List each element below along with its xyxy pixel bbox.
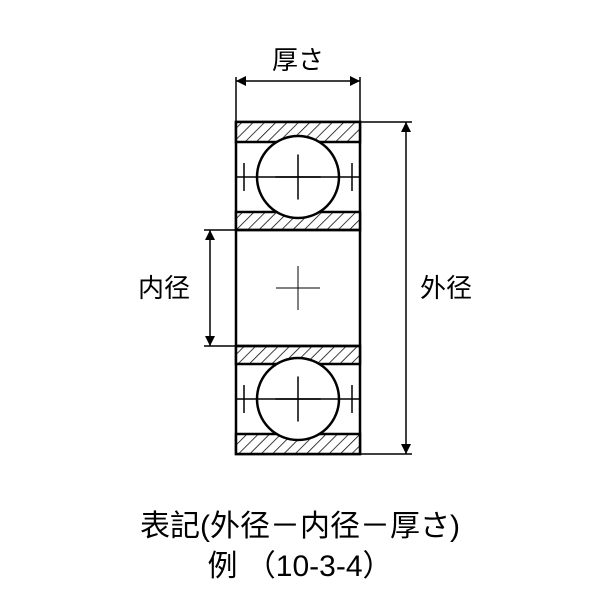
bearing-diagram: 厚さ外径 内径: [0, 13, 600, 503]
bearing-cross-section: 厚さ外径 内径: [0, 13, 600, 503]
svg-text:内径: 内径: [138, 273, 190, 303]
caption-line1: 表記(外径－内径－厚さ): [140, 507, 460, 548]
svg-text:外径: 外径: [420, 273, 472, 303]
caption: 表記(外径－内径－厚さ) 例 （10-3-4）: [140, 507, 460, 588]
caption-line2: 例 （10-3-4）: [140, 547, 460, 588]
svg-text:厚さ: 厚さ: [272, 45, 324, 75]
